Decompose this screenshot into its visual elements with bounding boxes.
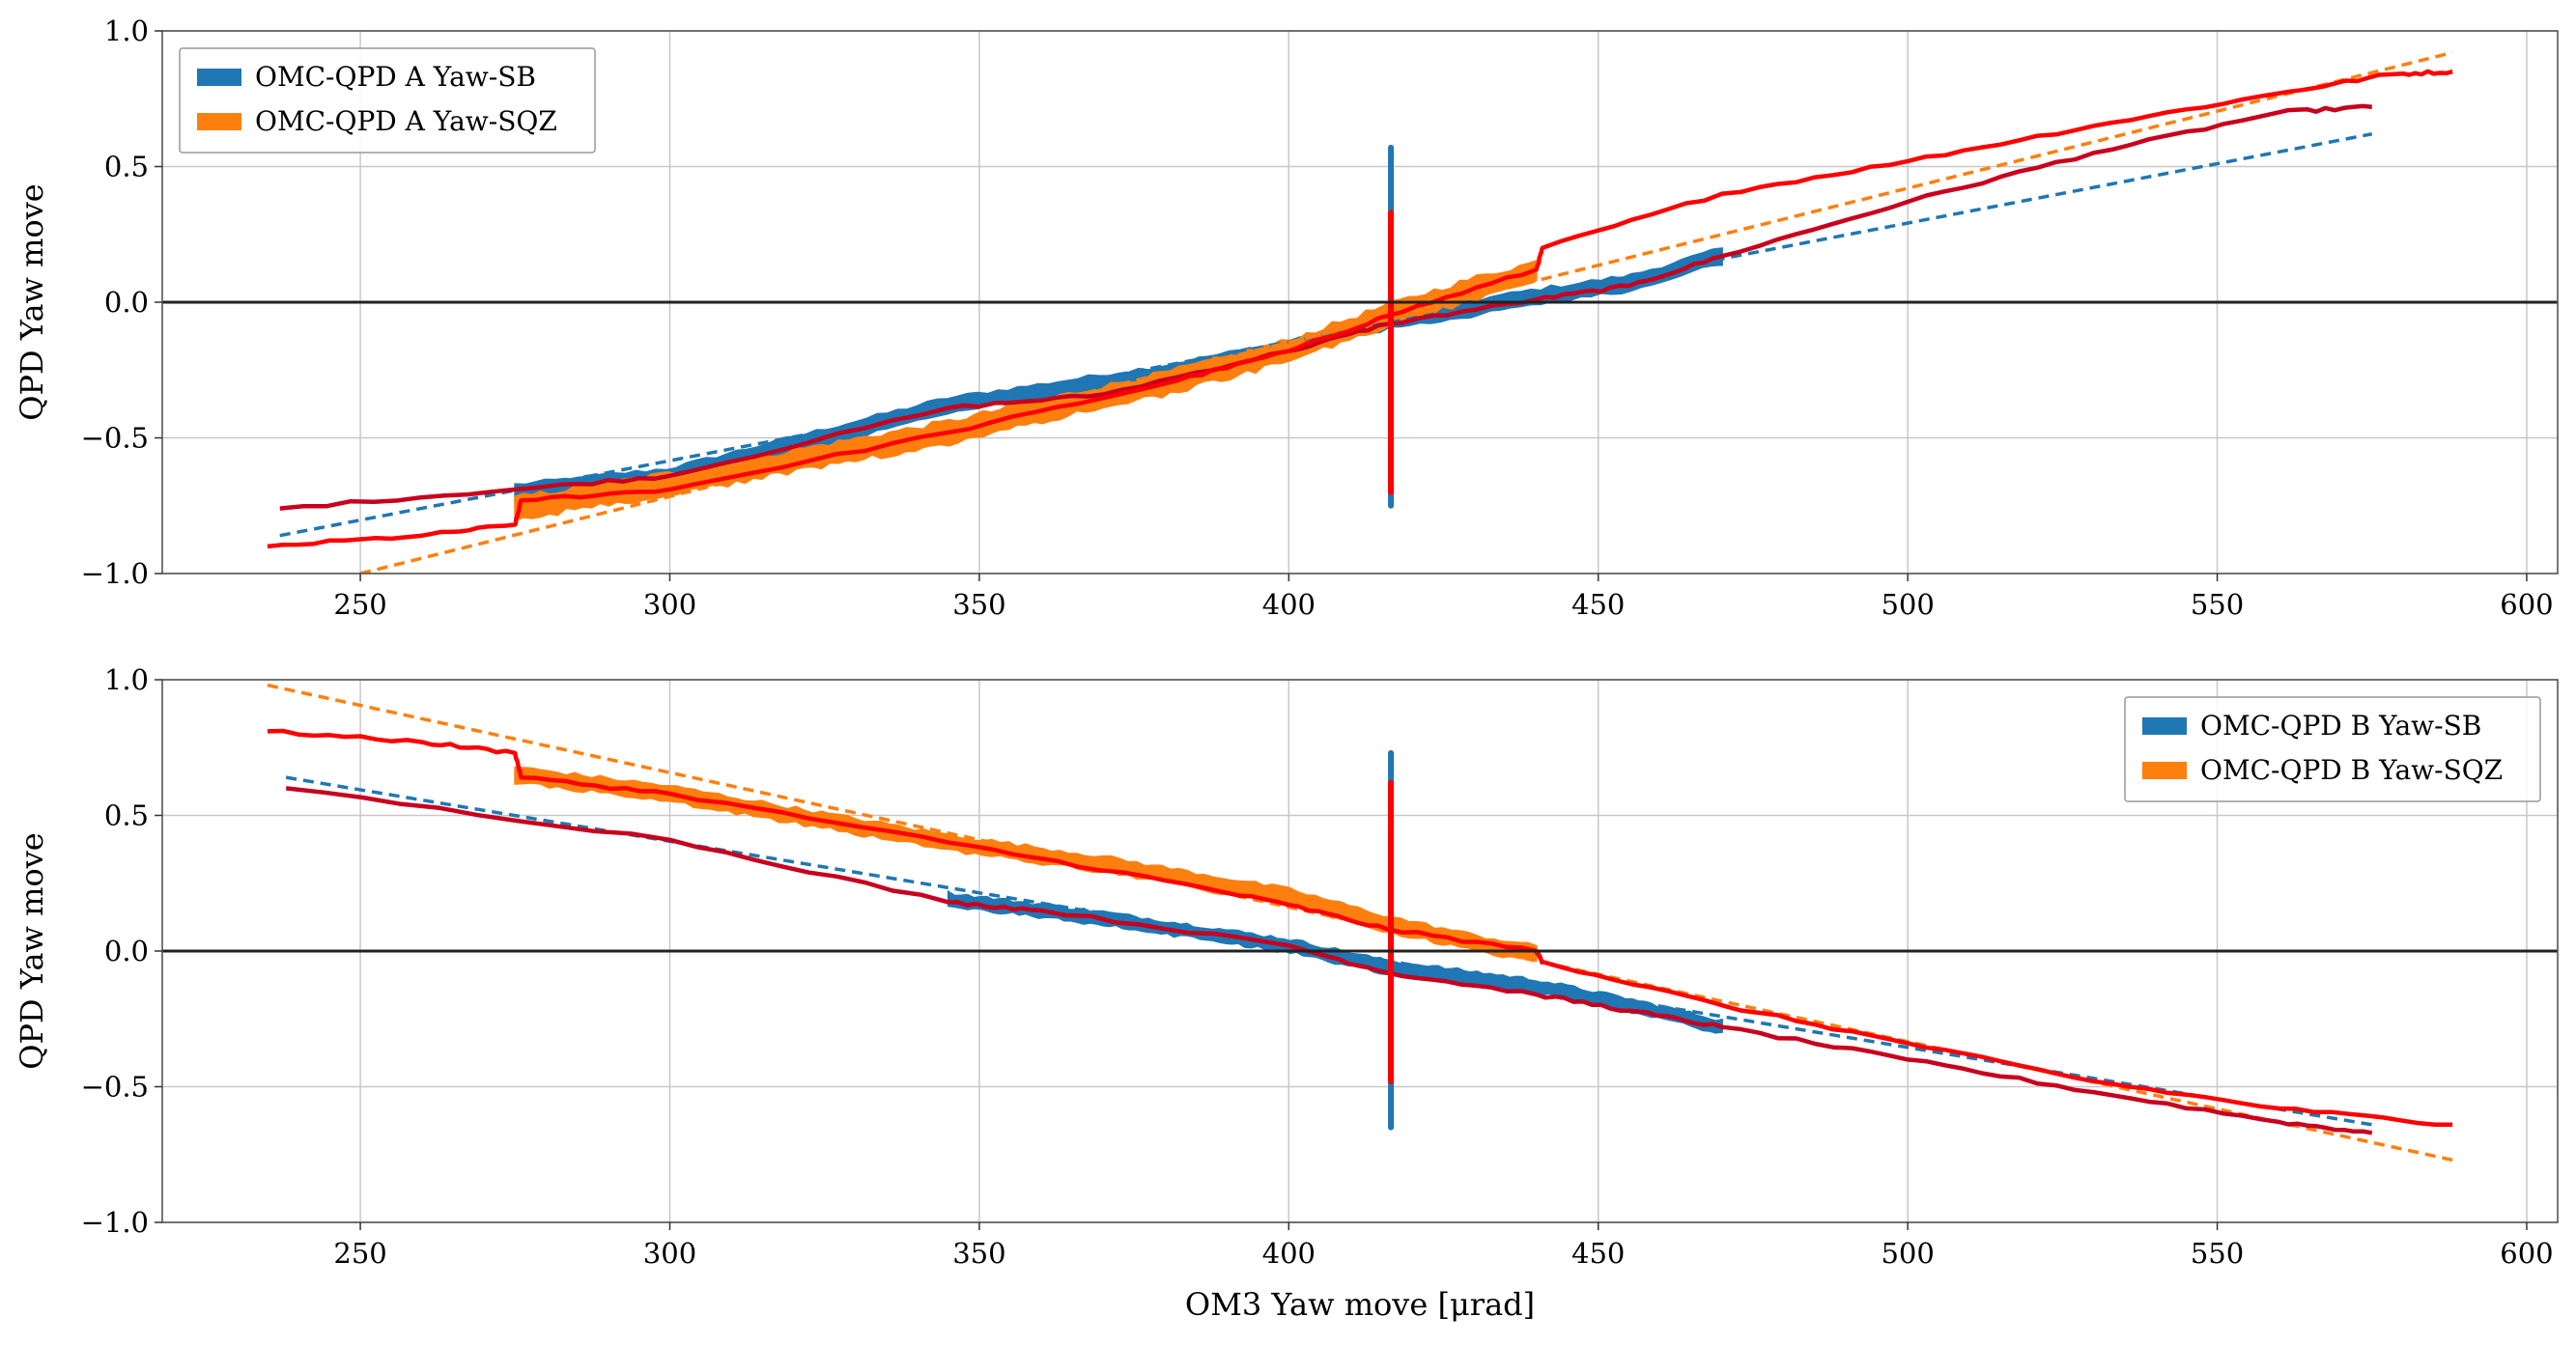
x-tick-label-4: 450 [1571, 588, 1625, 621]
y-tick-label-1: −0.5 [81, 1071, 149, 1104]
trace-line-5 [267, 69, 2453, 549]
x-tick-label-6: 550 [2191, 588, 2244, 621]
y-tick-label-4: 1.0 [104, 14, 149, 47]
y-tick-label-0: −1.0 [81, 557, 149, 590]
x-tick-label-1: 300 [643, 588, 696, 621]
y-axis-label: QPD Yaw move [14, 832, 50, 1070]
x-tick-label-2: 350 [952, 588, 1005, 621]
x-tick-label-0: 250 [333, 1237, 386, 1270]
series-band-1 [514, 767, 1538, 963]
bottom-axes: 250 300 350 400 450 500 550 600 −1.0 −0.5 0.0 0.5 1.… [14, 663, 2559, 1323]
legend-label-0: OMC-QPD A Yaw-SB [255, 61, 536, 93]
y-tick-label-1: −0.5 [81, 422, 149, 455]
legend: OMC-QPD B Yaw-SB OMC-QPD B Yaw-SQZ [2124, 696, 2541, 802]
plot-area [267, 50, 2453, 574]
series-band-0 [947, 889, 1723, 1034]
legend: OMC-QPD A Yaw-SB OMC-QPD A Yaw-SQZ [179, 47, 596, 154]
x-tick-label-1: 300 [643, 1237, 696, 1270]
y-tick-label-4: 1.0 [104, 663, 149, 696]
x-tick-label-6: 550 [2191, 1237, 2244, 1270]
y-tick-label-2: 0.0 [104, 935, 149, 967]
x-tick-label-7: 600 [2500, 588, 2553, 621]
legend-label-1: OMC-QPD A Yaw-SQZ [255, 105, 557, 137]
legend-swatch-1 [2142, 762, 2187, 779]
legend-label-0: OMC-QPD B Yaw-SB [2200, 710, 2481, 742]
x-tick-label-4: 450 [1571, 1237, 1625, 1270]
legend-label-1: OMC-QPD B Yaw-SQZ [2200, 754, 2503, 786]
legend-swatch-0 [2142, 717, 2187, 735]
y-tick-label-0: −1.0 [81, 1206, 149, 1239]
x-tick-label-7: 600 [2500, 1237, 2553, 1270]
x-tick-label-5: 500 [1881, 1237, 1934, 1270]
legend-swatch-1 [197, 113, 241, 130]
trace-line-4 [285, 786, 2373, 1135]
trace-line-4 [279, 103, 2372, 511]
x-axis-label: OM3 Yaw move [μrad] [1185, 1286, 1535, 1323]
y-tick-label-2: 0.0 [104, 286, 149, 319]
plot-area [267, 683, 2453, 1163]
y-tick-label-3: 0.5 [104, 151, 149, 183]
legend-box [179, 47, 596, 154]
y-tick-label-3: 0.5 [104, 799, 149, 832]
x-tick-label-2: 350 [952, 1237, 1005, 1270]
x-tick-label-0: 250 [333, 588, 386, 621]
legend-box [2124, 696, 2541, 802]
y-axis-label: QPD Yaw move [14, 183, 50, 421]
top-axes: 250 300 350 400 450 500 550 600 −1.0 −0.5 0.0 0.5 1.… [14, 14, 2559, 621]
fit-line-3 [359, 50, 2453, 574]
x-tick-label-3: 400 [1262, 588, 1316, 621]
x-tick-label-3: 400 [1262, 1237, 1316, 1270]
legend-swatch-0 [197, 69, 241, 86]
trace-line-5 [267, 728, 2453, 1128]
x-tick-label-5: 500 [1881, 588, 1934, 621]
